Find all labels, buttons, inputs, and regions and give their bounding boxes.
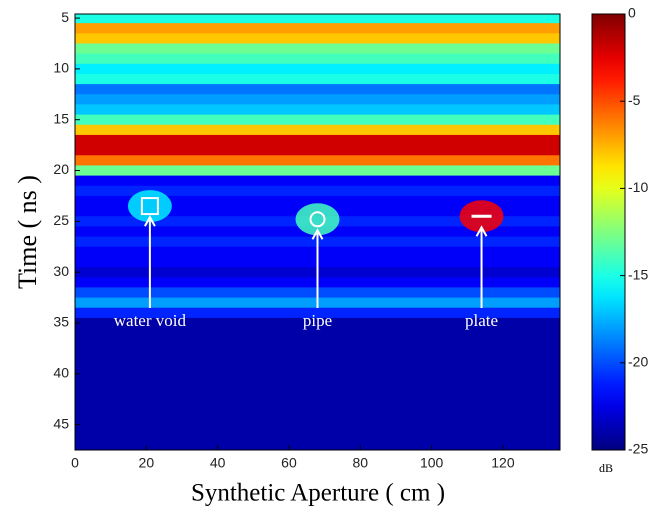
- y-tick-label: 15: [53, 110, 69, 126]
- heat-row: [75, 115, 560, 126]
- chart: Time ( ns ) Synthetic Aperture ( cm ) dB…: [0, 0, 663, 512]
- heat-row: [75, 33, 560, 44]
- target-label: plate: [465, 311, 498, 330]
- y-tick-label: 35: [53, 314, 69, 330]
- x-tick-label: 60: [281, 455, 297, 471]
- heat-row: [75, 165, 560, 176]
- colorbar-tick-label: -15: [628, 266, 648, 282]
- x-tick-label: 0: [71, 455, 79, 471]
- y-tick-label: 25: [53, 212, 69, 228]
- heat-row: [75, 389, 560, 400]
- y-tick-label: 40: [53, 364, 69, 380]
- colorbar-label: dB: [599, 461, 613, 475]
- heat-row: [75, 145, 560, 156]
- y-tick-label: 10: [53, 60, 69, 76]
- colorbar-tick-label: -20: [628, 354, 648, 370]
- heat-row: [75, 135, 560, 146]
- heat-row: [75, 54, 560, 65]
- heat-row: [75, 369, 560, 380]
- heat-row: [75, 155, 560, 166]
- heat-row: [75, 13, 560, 24]
- x-tick-label: 80: [353, 455, 369, 471]
- heat-row: [75, 359, 560, 370]
- heat-row: [75, 176, 560, 187]
- heat-row: [75, 125, 560, 136]
- heat-row: [75, 379, 560, 390]
- heat-row: [75, 74, 560, 85]
- x-tick-label: 40: [210, 455, 226, 471]
- x-tick-label: 20: [139, 455, 155, 471]
- y-tick-label: 20: [53, 161, 69, 177]
- heat-row: [75, 64, 560, 75]
- y-tick-label: 30: [53, 263, 69, 279]
- heat-row: [75, 409, 560, 420]
- heat-row: [75, 94, 560, 105]
- colorbar-tick-label: -5: [628, 92, 641, 108]
- y-tick-label: 5: [61, 9, 69, 25]
- colorbar-tick-label: 0: [628, 5, 636, 21]
- heat-row: [75, 104, 560, 115]
- x-tick-label: 100: [420, 455, 444, 471]
- heat-row: [75, 430, 560, 441]
- y-axis-label: Time ( ns ): [13, 175, 42, 289]
- heat-row: [75, 84, 560, 95]
- heat-row: [75, 23, 560, 34]
- x-tick-label: 120: [491, 455, 515, 471]
- heat-row: [75, 420, 560, 431]
- x-axis-label: Synthetic Aperture ( cm ): [191, 480, 445, 507]
- heat-row: [75, 348, 560, 359]
- target-label: water void: [114, 311, 187, 330]
- y-tick-label: 45: [53, 415, 69, 431]
- colorbar-tick-label: -25: [628, 441, 648, 457]
- heat-row: [75, 338, 560, 349]
- heat-row: [75, 43, 560, 54]
- heat-row: [75, 399, 560, 410]
- heat-row: [75, 440, 560, 451]
- colorbar-tick-label: -10: [628, 179, 648, 195]
- colorbar: [592, 14, 625, 450]
- target-label: pipe: [303, 311, 332, 330]
